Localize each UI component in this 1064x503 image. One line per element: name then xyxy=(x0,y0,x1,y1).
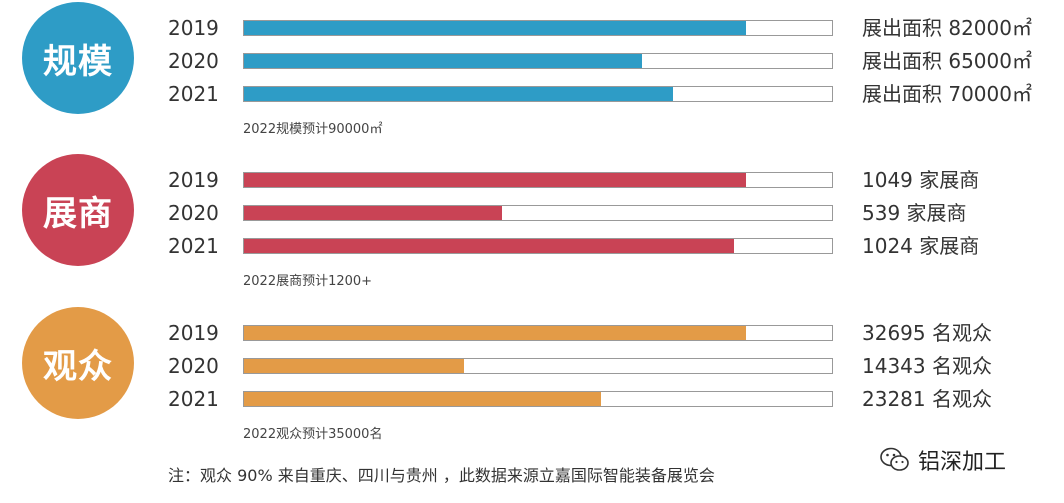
category-label: 2019 xyxy=(168,321,219,345)
section-badge: 观众 xyxy=(22,307,134,419)
value-label: 展出面积 82000㎡ xyxy=(862,16,1032,40)
value-label: 展出面积 70000㎡ xyxy=(862,82,1032,106)
bar-row: 2021 展出面积 70000㎡ xyxy=(0,81,1064,107)
bar-row: 2021 1024 家展商 xyxy=(0,233,1064,259)
value-label: 1024 家展商 xyxy=(862,234,980,258)
bar xyxy=(244,392,601,406)
category-label: 2021 xyxy=(168,234,219,258)
value-label: 1049 家展商 xyxy=(862,168,980,192)
category-label: 2020 xyxy=(168,49,219,73)
bar xyxy=(244,359,464,373)
value-label: 23281 名观众 xyxy=(862,387,992,411)
category-label: 2021 xyxy=(168,387,219,411)
bar-track xyxy=(243,86,833,102)
watermark-text: 铝深加工 xyxy=(918,450,1007,475)
bar xyxy=(244,54,642,68)
bar-row: 2019 1049 家展商 xyxy=(0,167,1064,193)
bar-track xyxy=(243,325,833,341)
bar xyxy=(244,206,502,220)
bar-row: 2021 23281 名观众 xyxy=(0,386,1064,412)
bar-row: 2020 539 家展商 xyxy=(0,200,1064,226)
chart-section-3: 观众 2019 32695 名观众 2020 14343 名观众 2021 23281 名观… xyxy=(0,305,1064,442)
bar-row: 2019 32695 名观众 xyxy=(0,320,1064,346)
category-label: 2021 xyxy=(168,82,219,106)
forecast-note: 2022展商预计1200+ xyxy=(243,274,373,289)
bar xyxy=(244,173,746,187)
forecast-note: 2022规模预计90000㎡ xyxy=(243,122,383,137)
bar-track xyxy=(243,238,833,254)
bar-track xyxy=(243,53,833,69)
value-label: 32695 名观众 xyxy=(862,321,992,345)
bar xyxy=(244,87,673,101)
forecast-note: 2022观众预计35000名 xyxy=(243,427,383,442)
category-label: 2020 xyxy=(168,201,219,225)
bar xyxy=(244,239,734,253)
footnote: 注：观众 90% 来自重庆、四川与贵州 ，此数据来源立嘉国际智能装备展览会 xyxy=(168,466,715,485)
value-label: 14343 名观众 xyxy=(862,354,992,378)
bar-track xyxy=(243,172,833,188)
bar-row: 2020 展出面积 65000㎡ xyxy=(0,48,1064,74)
bar xyxy=(244,326,746,340)
watermark: 铝深加工 xyxy=(880,444,1006,476)
bar-track xyxy=(243,391,833,407)
wechat-icon xyxy=(880,447,909,471)
bar-row: 2019 展出面积 82000㎡ xyxy=(0,15,1064,41)
value-label: 539 家展商 xyxy=(862,201,967,225)
category-label: 2019 xyxy=(168,168,219,192)
value-label: 展出面积 65000㎡ xyxy=(862,49,1032,73)
section-badge: 规模 xyxy=(22,2,134,114)
category-label: 2019 xyxy=(168,16,219,40)
category-label: 2020 xyxy=(168,354,219,378)
chart-section-2: 展商 2019 1049 家展商 2020 539 家展商 2021 1024 家展商 202… xyxy=(0,152,1064,289)
chart-section-1: 规模 2019 展出面积 82000㎡ 2020 展出面积 65000㎡ 2021 展出面积… xyxy=(0,0,1064,137)
bar-track xyxy=(243,20,833,36)
bar-track xyxy=(243,205,833,221)
bar-track xyxy=(243,358,833,374)
bar-row: 2020 14343 名观众 xyxy=(0,353,1064,379)
bar xyxy=(244,21,746,35)
section-badge: 展商 xyxy=(22,154,134,266)
